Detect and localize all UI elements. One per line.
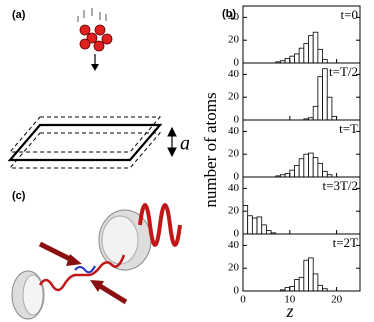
atoms <box>79 24 113 52</box>
fall-arrow <box>91 54 99 71</box>
bar <box>317 76 323 121</box>
panel-label: (a) <box>12 9 26 21</box>
atoms-diagram <box>77 8 107 22</box>
y-tick-label: 40 <box>228 239 240 251</box>
bar <box>312 31 319 64</box>
x-tick-label: 20 <box>331 294 343 306</box>
x-tick-label: 0 <box>240 294 246 306</box>
bar <box>284 173 291 178</box>
bar <box>322 59 328 64</box>
y-tick-label: 40 <box>228 68 240 80</box>
bar <box>251 217 258 235</box>
bar <box>284 287 291 292</box>
bar <box>298 47 305 64</box>
bar <box>322 68 328 121</box>
y-tick-label: 0 <box>234 114 240 126</box>
bar <box>331 116 338 121</box>
bar <box>289 55 295 64</box>
y-tick-label: 0 <box>234 171 240 183</box>
bar <box>317 162 323 178</box>
bar <box>242 205 249 235</box>
panel-annotation: t=3T/2 <box>323 178 359 193</box>
y-tick-label: 20 <box>228 34 240 46</box>
panel-label: (b) <box>222 8 236 20</box>
y-tick-label: 0 <box>234 228 240 240</box>
plane <box>7 116 177 169</box>
x-tick-label: 10 <box>284 294 296 306</box>
panel-annotation: t=2T <box>333 235 358 250</box>
bar <box>303 153 309 178</box>
y-tick-label: 20 <box>228 205 240 217</box>
bar <box>326 96 333 121</box>
panel-annotation: t=0 <box>341 7 358 22</box>
bar <box>284 58 291 64</box>
bar <box>289 286 295 292</box>
y-tick-label: 0 <box>234 285 240 297</box>
bar <box>265 230 272 235</box>
bar <box>261 224 267 235</box>
bar <box>294 53 300 64</box>
bar <box>294 279 300 292</box>
bar <box>322 170 328 178</box>
y-tick-label: 20 <box>228 262 240 274</box>
y-tick-label: 40 <box>228 182 240 194</box>
y-axis-label: number of atoms <box>201 92 220 207</box>
cavity <box>11 203 182 320</box>
y-tick-label: 20 <box>228 91 240 103</box>
panel-annotation: t=T/2 <box>329 64 358 79</box>
bar <box>312 105 319 121</box>
y-tick-label: 40 <box>228 11 240 23</box>
bar <box>289 169 295 178</box>
bar <box>312 273 319 292</box>
bar <box>317 48 323 64</box>
bar <box>294 165 300 178</box>
panel-label: (c) <box>12 190 26 202</box>
y-tick-label: 20 <box>228 148 240 160</box>
x-axis-label: z <box>285 301 293 321</box>
axes-frame <box>242 233 361 292</box>
bar <box>256 216 263 235</box>
bar <box>298 276 305 292</box>
y-tick-label: 40 <box>228 125 240 137</box>
bar <box>317 284 323 292</box>
bar <box>247 215 253 235</box>
bar <box>308 257 314 292</box>
bar <box>298 158 305 178</box>
bar <box>312 157 319 178</box>
bar <box>303 259 309 292</box>
bar <box>308 152 314 178</box>
panel-annotation: t=T <box>339 121 358 136</box>
gap-label: a <box>180 133 190 155</box>
y-tick-label: 0 <box>234 57 240 69</box>
bar <box>308 35 314 64</box>
bar <box>303 43 309 64</box>
